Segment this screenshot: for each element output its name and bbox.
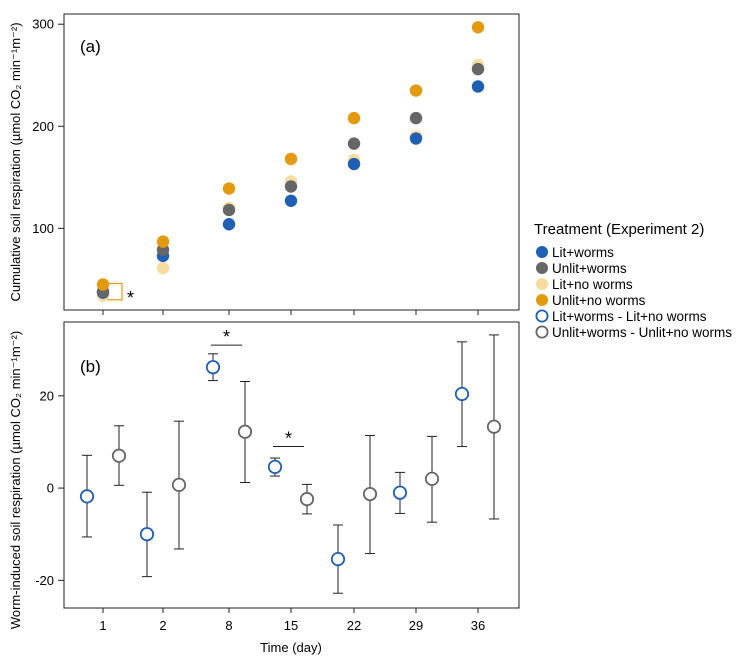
y-tick-label-a-300: 300 [32, 17, 54, 32]
point-unlit-no-worms-day-8 [222, 182, 236, 195]
y-axis-label-b: Worm-induced soil respiration (µmol CO₂ … [8, 331, 23, 629]
point-diff-unlit-day-36 [486, 419, 502, 434]
legend-label-lit-worms: Lit+worms [552, 245, 614, 260]
legend-label-diff-lit: Lit+worms - Lit+no worms [552, 309, 707, 324]
x-tick-label-1: 1 [99, 618, 106, 633]
point-unlit-no-worms-day-15 [284, 152, 298, 166]
legend-marker-lit-no-worms [536, 278, 548, 290]
significance-star-a-day-1: * [127, 288, 134, 308]
legend-label-unlit-worms: Unlit+worms [552, 261, 627, 276]
y-axis-label-a: Cumulative soil respiration (µmol CO₂ mi… [8, 22, 23, 301]
x-tick-label-29: 29 [409, 618, 423, 633]
legend-title: Treatment (Experiment 2) [534, 221, 704, 238]
panel-a-label: (a) [80, 37, 101, 56]
point-unlit-worms-day-22 [347, 137, 361, 150]
legend-marker-lit-worms [536, 246, 548, 258]
point-diff-lit-day-8 [205, 360, 221, 375]
point-lit-worms-day-22 [347, 157, 361, 171]
y-tick-label-a-100: 100 [32, 221, 54, 236]
point-unlit-worms-day-36 [471, 62, 485, 76]
point-diff-lit-day-2 [139, 527, 155, 542]
x-tick-label-2: 2 [159, 618, 166, 633]
legend-marker-diff-lit [535, 309, 549, 323]
point-unlit-worms-day-15 [284, 180, 298, 193]
point-diff-unlit-day-2 [171, 477, 187, 492]
legend-marker-diff-unlit [535, 325, 549, 339]
point-unlit-no-worms-day-29 [409, 84, 423, 97]
point-diff-unlit-day-1 [111, 448, 127, 463]
point-lit-worms-day-29 [409, 132, 423, 145]
point-lit-worms-day-36 [471, 80, 485, 93]
x-tick-label-36: 36 [471, 618, 485, 633]
x-tick-label-22: 22 [347, 618, 361, 633]
x-tick-label-8: 8 [225, 618, 232, 633]
legend-label-diff-unlit: Unlit+worms - Unlit+no worms [552, 325, 732, 340]
legend-marker-unlit-no-worms [536, 294, 548, 306]
legend-marker-unlit-worms [536, 262, 548, 274]
point-lit-worms-day-8 [222, 218, 236, 231]
panel-b-frame [63, 321, 520, 609]
point-lit-no-worms-day-2 [156, 261, 170, 275]
panel-b-label: (b) [80, 357, 101, 376]
significance-star-b-day-15: * [285, 429, 292, 449]
point-diff-unlit-day-29 [424, 471, 440, 486]
point-unlit-no-worms-day-22 [347, 111, 361, 125]
point-unlit-worms-day-8 [222, 203, 236, 217]
x-axis-label: Time (day) [260, 640, 322, 655]
point-diff-lit-day-15 [267, 459, 283, 474]
panel-a-plot: 100 200 300 * [32, 17, 485, 315]
y-tick-label-b-0: 0 [47, 481, 54, 496]
x-tick-label-15: 15 [284, 618, 298, 633]
point-diff-lit-day-29 [392, 485, 408, 500]
point-lit-worms-day-15 [284, 194, 298, 207]
panel-b-plot: -20 0 20 1 2 8 15 22 29 36 * * [35, 327, 502, 633]
point-diff-unlit-day-22 [362, 486, 378, 502]
point-diff-lit-day-36 [454, 386, 470, 402]
point-diff-unlit-day-15 [299, 492, 315, 507]
point-diff-lit-day-22 [330, 552, 346, 567]
legend-label-lit-no-worms: Lit+no worms [552, 277, 633, 292]
point-diff-lit-day-1 [79, 489, 95, 504]
point-unlit-no-worms-day-36 [471, 21, 485, 34]
y-tick-label-b--20: -20 [35, 573, 54, 588]
point-unlit-worms-day-29 [409, 111, 423, 125]
y-tick-label-a-200: 200 [32, 119, 54, 134]
significance-star-b-day-8: * [223, 327, 230, 347]
point-diff-unlit-day-8 [237, 424, 253, 439]
point-unlit-no-worms-day-1 [96, 278, 110, 291]
point-unlit-no-worms-day-2 [156, 235, 170, 248]
legend-label-unlit-no-worms: Unlit+no worms [552, 293, 646, 308]
y-tick-label-b-20: 20 [40, 388, 54, 403]
